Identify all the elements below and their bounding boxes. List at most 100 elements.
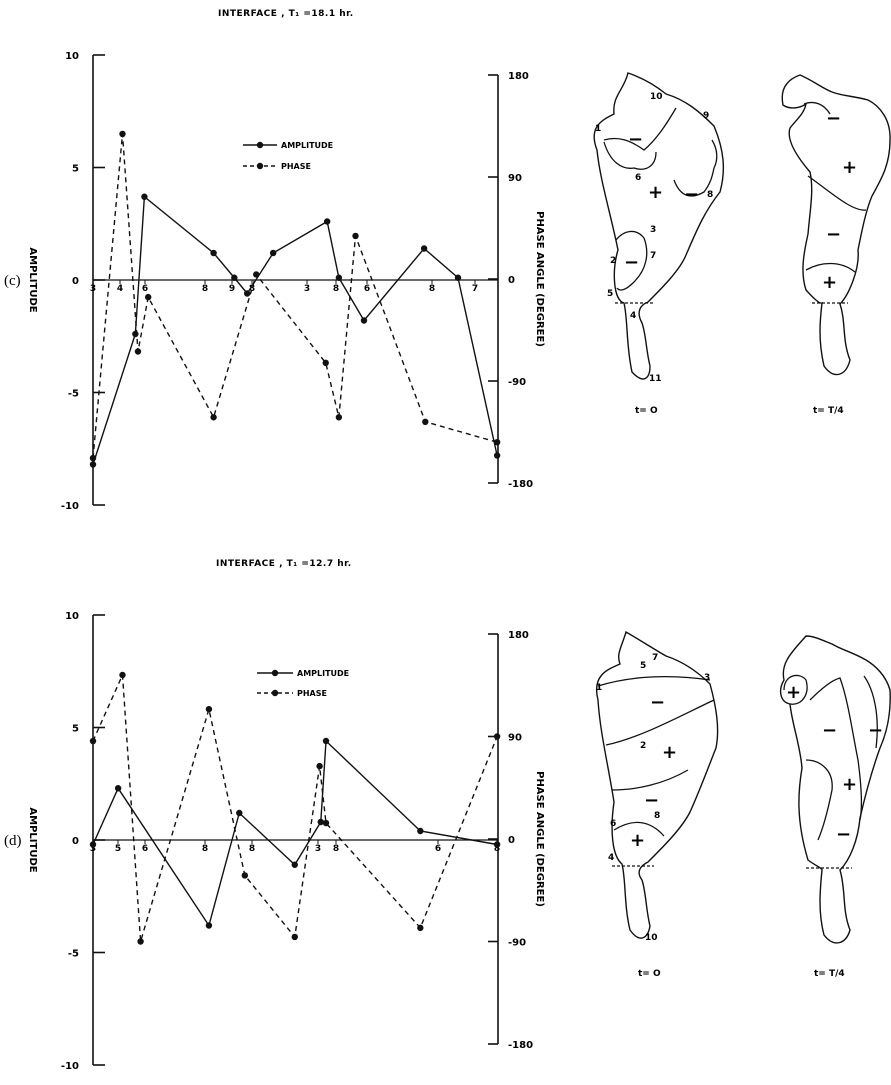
- map-point-label: 8: [654, 811, 660, 821]
- map-point-label: 10: [650, 92, 663, 102]
- map-contour: [673, 139, 718, 197]
- phase-point: [137, 938, 144, 945]
- amplitude-point: [231, 274, 238, 281]
- x-marker-label: 3: [315, 844, 321, 854]
- map-time-label: t= T/4: [813, 406, 844, 416]
- map-sign: −: [644, 790, 659, 811]
- map-point-label: 1: [596, 683, 602, 693]
- map-time-label: t= T/4: [814, 969, 845, 979]
- map-contour: [807, 175, 867, 211]
- x-marker-label: 4: [117, 284, 123, 294]
- map-t-quarter: + − − + − t= T/4: [779, 635, 891, 979]
- phase-point: [322, 359, 329, 367]
- map-t0: − + − − 10 9 1 6 8 2 3 7 5 4 11 t= O: [593, 72, 725, 416]
- amplitude-point: [317, 818, 324, 826]
- phase-series-line: [92, 674, 498, 942]
- map-point-label: 3: [650, 225, 656, 235]
- amplitude-point: [243, 290, 251, 297]
- map-sign: +: [648, 182, 663, 203]
- amplitude-point: [322, 737, 330, 745]
- map-contour: [805, 759, 833, 841]
- phase-point: [335, 414, 343, 421]
- y-axis-label-right: PHASE ANGLE (DEGREE): [534, 771, 545, 907]
- x-marker-label: 6: [364, 284, 370, 294]
- phase-point: [144, 293, 152, 301]
- map-contour: [611, 769, 689, 791]
- phase-point: [291, 933, 298, 941]
- y-tick-label-left: 10: [65, 51, 79, 62]
- legend-phase-label: PHASE: [297, 689, 327, 698]
- panel-label: (d): [4, 833, 22, 849]
- phase-point: [253, 271, 260, 278]
- phase-point: [119, 130, 126, 138]
- amplitude-point: [335, 274, 343, 281]
- x-marker-label: 5: [115, 844, 121, 854]
- map-sign: −: [826, 224, 841, 245]
- legend-amplitude-label: AMPLITUDE: [281, 141, 333, 150]
- amplitude-series-line: [92, 739, 498, 928]
- map-point-label: 10: [645, 933, 658, 943]
- map-contour: [805, 262, 856, 273]
- y-axis-label-left: AMPLITUDE: [27, 807, 38, 872]
- map-sign: −: [822, 720, 837, 741]
- map-contour: [597, 675, 711, 687]
- chart-title: INTERFACE , T₁ =18.1 hr.: [218, 9, 354, 19]
- amplitude-point: [89, 841, 97, 848]
- x-marker-label: 8: [333, 844, 339, 854]
- amplitude-point: [210, 249, 217, 257]
- map-sign: −: [650, 692, 665, 713]
- phase-point: [89, 737, 97, 745]
- amplitude-point: [205, 922, 213, 929]
- y-tick-label-left: -10: [61, 1061, 79, 1072]
- y-tick-label-left: -10: [61, 501, 79, 512]
- phase-point: [210, 414, 217, 421]
- map-point-label: 3: [704, 673, 710, 683]
- map-sign: +: [662, 742, 677, 763]
- y-tick-label-right: 90: [508, 173, 522, 184]
- map-contour: [603, 141, 657, 170]
- map-sign: +: [822, 272, 837, 293]
- amplitude-point: [454, 274, 462, 281]
- map-outline: [781, 74, 891, 376]
- map-point-label: 8: [707, 190, 713, 200]
- plot-area: 10 5 0 -5 -10 AMPLITUDE 180 90 0 -90 -180 PHASE ANG…: [27, 611, 545, 1072]
- y-axis-label-right: PHASE ANGLE (DEGREE): [534, 211, 545, 347]
- map-point-label: 11: [649, 374, 662, 384]
- phase-point: [89, 454, 97, 462]
- amplitude-point: [323, 218, 331, 225]
- x-marker-label: 6: [142, 284, 148, 294]
- map-sign: −: [628, 129, 643, 150]
- y-tick-label-left: 5: [72, 724, 79, 735]
- map-contour: [863, 675, 878, 749]
- phase-point: [316, 762, 323, 770]
- map-outline: [593, 72, 725, 380]
- map-sign: −: [624, 252, 639, 273]
- x-marker-label: 8: [333, 284, 339, 294]
- amplitude-point: [360, 317, 368, 324]
- y-tick-label-left: 5: [72, 164, 79, 175]
- map-contour: [783, 674, 808, 705]
- map-point-label: 5: [640, 661, 646, 671]
- map-point-label: 7: [652, 653, 658, 663]
- legend-amplitude-label: AMPLITUDE: [297, 669, 349, 678]
- x-marker-label: 7: [472, 284, 478, 294]
- map-t0: − + − + 5 7 1 3 2 6 8 4 10 t= O: [595, 630, 719, 979]
- y-tick-label-left: 0: [72, 836, 79, 847]
- map-sign: −: [868, 720, 883, 741]
- x-marker-label: 3: [90, 284, 96, 294]
- map-sign: +: [786, 682, 801, 703]
- x-marker-label: 8: [202, 844, 208, 854]
- legend-phase-label: PHASE: [281, 162, 311, 171]
- map-point-label: 6: [610, 819, 616, 829]
- map-point-label: 2: [640, 741, 646, 751]
- y-tick-label-right: 0: [508, 835, 515, 846]
- x-marker-label: 8: [202, 284, 208, 294]
- plot-area: 10 5 0 -5 -10 AMPLITUDE 180 90 0 -90 -180 PHASE ANG…: [27, 51, 545, 512]
- map-contour: [603, 107, 677, 151]
- x-marker-label: 8: [249, 284, 255, 294]
- y-tick-label-right: 180: [508, 630, 529, 641]
- phase-point: [322, 819, 330, 827]
- map-sign: +: [842, 774, 857, 795]
- y-tick-label-right: 90: [508, 733, 522, 744]
